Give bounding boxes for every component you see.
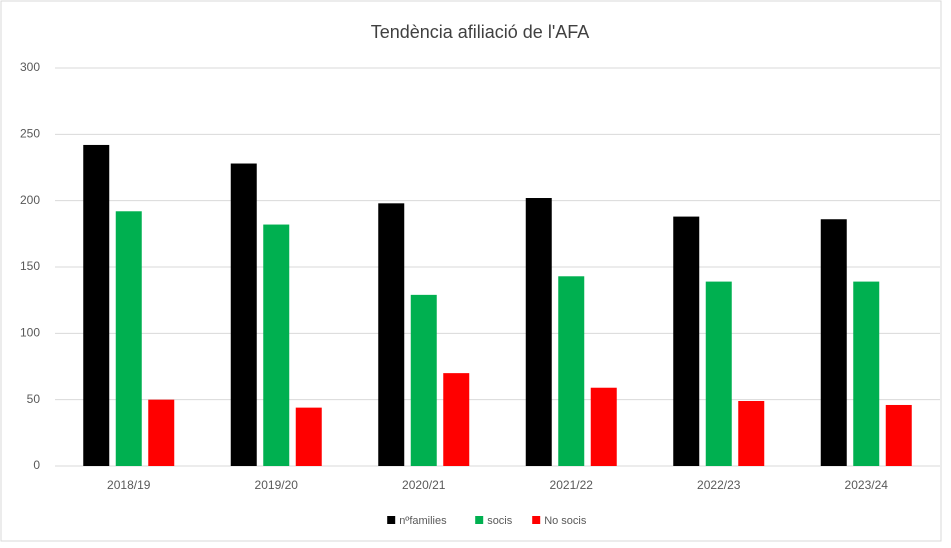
bar xyxy=(295,407,322,466)
legend-swatch xyxy=(387,516,396,524)
legend-label: nºfamilies xyxy=(399,515,447,527)
bar xyxy=(738,400,765,466)
bar xyxy=(115,211,142,466)
x-tick-label: 2018/19 xyxy=(107,478,151,492)
bar xyxy=(558,276,585,466)
bar xyxy=(148,399,175,466)
bar xyxy=(378,203,405,466)
bar xyxy=(705,281,732,466)
y-tick-label: 300 xyxy=(20,60,40,74)
bar xyxy=(83,144,110,467)
bar xyxy=(410,294,437,466)
chart-border xyxy=(0,0,942,542)
legend-label: socis xyxy=(487,515,513,527)
bar xyxy=(443,373,470,466)
legend-swatch xyxy=(475,516,484,524)
legend: nºfamilies socis No socis xyxy=(387,515,587,527)
bar xyxy=(853,281,880,466)
y-tick-label: 250 xyxy=(20,127,40,141)
bar xyxy=(673,216,700,466)
x-tick-label: 2020/21 xyxy=(402,478,446,492)
bar xyxy=(525,198,552,466)
x-tick-label: 2022/23 xyxy=(697,478,741,492)
chart-title: Tendència afiliació de l'AFA xyxy=(371,22,590,42)
y-tick-label: 100 xyxy=(20,326,40,340)
bar xyxy=(885,404,912,466)
bar xyxy=(263,224,290,466)
y-tick-label: 0 xyxy=(33,458,40,472)
y-tick-label: 150 xyxy=(20,259,40,273)
bar xyxy=(230,163,257,466)
x-tick-label: 2019/20 xyxy=(255,478,299,492)
x-tick-label: 2021/22 xyxy=(550,478,594,492)
y-tick-label: 50 xyxy=(27,392,41,406)
legend-label: No socis xyxy=(544,515,587,527)
x-tick-label: 2023/24 xyxy=(845,478,889,492)
legend-swatch xyxy=(532,516,541,524)
bar xyxy=(820,219,847,466)
y-tick-label: 200 xyxy=(20,193,40,207)
bar xyxy=(590,387,617,466)
